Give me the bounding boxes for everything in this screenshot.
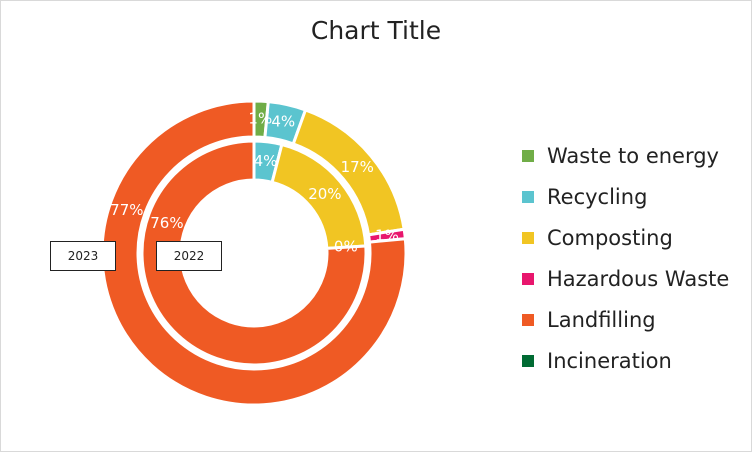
series-label-outer: 2023 bbox=[50, 241, 116, 271]
legend-label: Waste to energy bbox=[547, 143, 719, 168]
data-label-2023-waste-to-energy: 1% bbox=[248, 110, 272, 128]
chart-title: Chart Title bbox=[310, 16, 442, 45]
legend-swatch bbox=[522, 354, 534, 367]
data-label-2022-composting: 20% bbox=[308, 185, 341, 203]
data-label-2022-recycling: 4% bbox=[254, 152, 278, 170]
data-label-2022-landfilling: 76% bbox=[150, 214, 183, 232]
legend-label: Recycling bbox=[547, 184, 648, 209]
legend-item-composting: Composting bbox=[522, 217, 729, 258]
slice-2022-landfilling bbox=[140, 139, 368, 367]
legend-item-landfilling: Landfilling bbox=[522, 299, 729, 340]
data-label-2022-hazardous-waste: 0% bbox=[334, 238, 358, 256]
legend-item-hazardous-waste: Hazardous Waste bbox=[522, 258, 729, 299]
legend-swatch bbox=[522, 149, 534, 162]
data-label-2023-composting: 17% bbox=[341, 158, 374, 176]
slice-2023-landfilling bbox=[100, 99, 408, 407]
legend-label: Landfilling bbox=[547, 307, 656, 332]
legend-label: Hazardous Waste bbox=[547, 266, 730, 291]
legend-item-incineration: Incineration bbox=[522, 340, 729, 381]
data-label-2023-hazardous-waste: 1% bbox=[375, 227, 399, 245]
data-label-2023-landfilling: 77% bbox=[110, 201, 143, 219]
legend-swatch bbox=[522, 190, 534, 203]
legend-label: Composting bbox=[547, 225, 673, 250]
legend-item-waste-to-energy: Waste to energy bbox=[522, 135, 729, 176]
donut-labels: 1% 4%17%1%77%4%20%0%76% bbox=[110, 110, 399, 256]
legend-swatch bbox=[522, 313, 534, 326]
legend-swatch bbox=[522, 231, 534, 244]
donut-rings bbox=[100, 99, 408, 407]
data-label-2023-recycling: 4% bbox=[271, 113, 295, 131]
series-label-inner: 2022 bbox=[156, 241, 222, 271]
legend: Waste to energy Recycling Composting Haz… bbox=[522, 135, 729, 381]
legend-item-recycling: Recycling bbox=[522, 176, 729, 217]
legend-swatch bbox=[522, 272, 534, 285]
legend-label: Incineration bbox=[547, 348, 672, 373]
